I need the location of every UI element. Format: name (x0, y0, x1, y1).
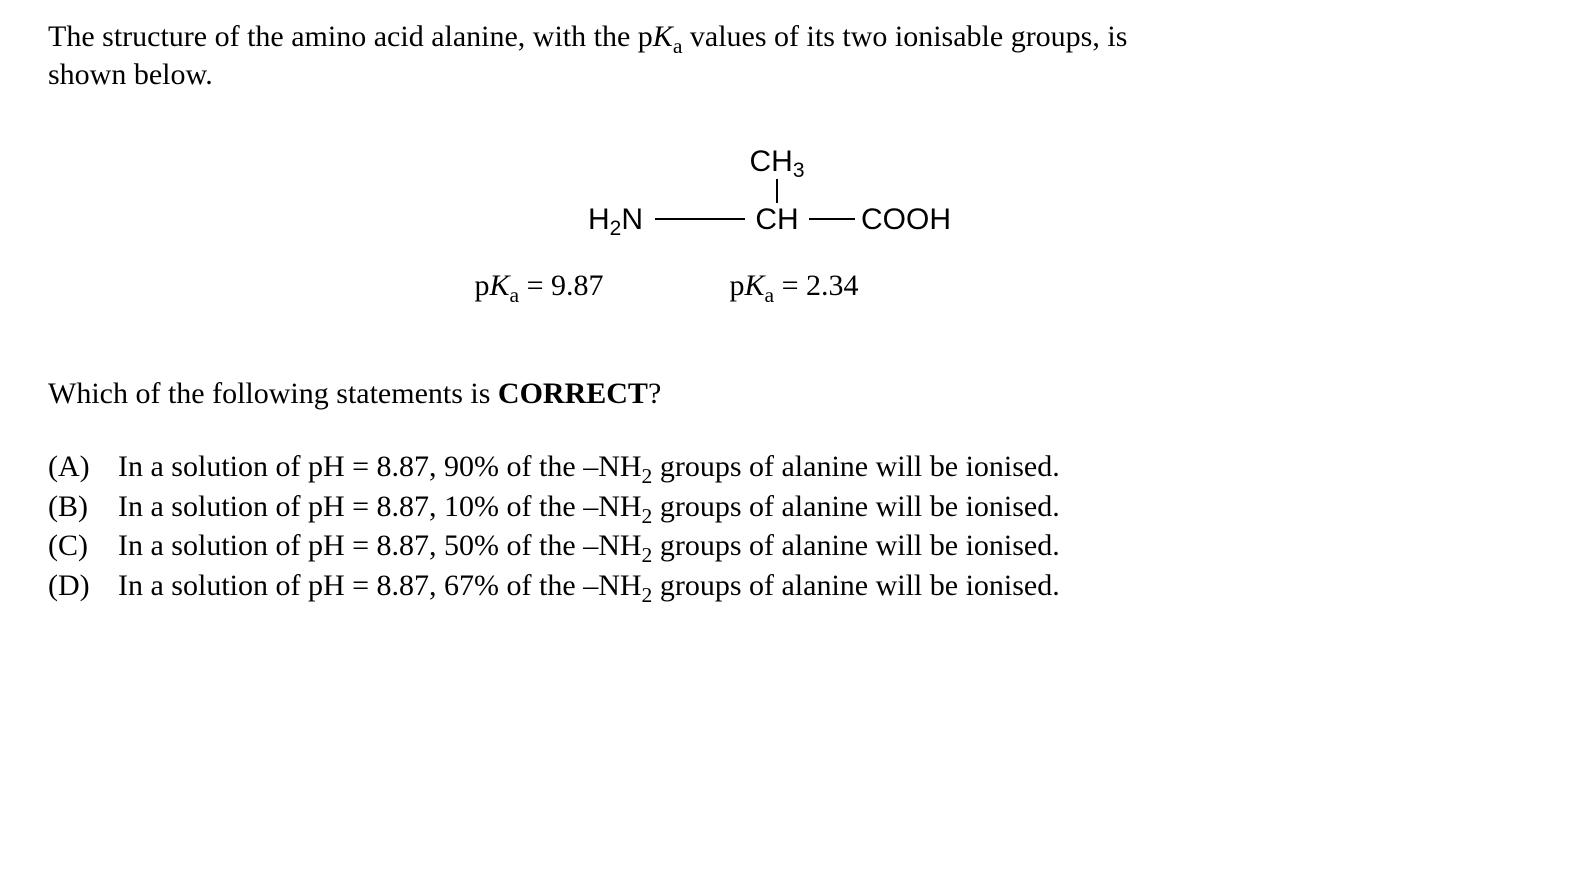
option-C-post: groups of alanine will be ionised. (652, 529, 1059, 562)
h2n-label: H2N (587, 203, 642, 240)
question-tail: ? (648, 377, 661, 410)
intro-line1-tail: values of its two ionisable groups, is (682, 20, 1127, 53)
option-A-text: In a solution of pH = 8.87, 90% of the –… (118, 448, 1521, 486)
option-B-label: (B) (48, 488, 118, 526)
option-C-pre: In a solution of pH = 8.87, 50% of the –… (118, 529, 642, 562)
ch3-label: CH3 (749, 145, 804, 182)
pka-left-val: = 9.87 (519, 269, 603, 302)
pka-left-a: a (510, 283, 520, 307)
option-D-label: (D) (48, 567, 118, 605)
cooh-label: COOH (861, 203, 951, 236)
pka-right-a: a (765, 283, 775, 307)
option-D-pre: In a solution of pH = 8.87, 67% of the –… (118, 569, 642, 602)
intro-K: K (653, 20, 673, 53)
option-C-text: In a solution of pH = 8.87, 50% of the –… (118, 527, 1521, 565)
intro-line2: shown below. (48, 58, 213, 91)
ch-label: CH (755, 203, 798, 236)
pka-left-p: p (475, 269, 490, 302)
question-bold: CORRECT (498, 377, 648, 410)
option-A-post: groups of alanine will be ionised. (652, 450, 1059, 483)
option-A-sub: 2 (642, 464, 653, 488)
options-list: (A) In a solution of pH = 8.87, 90% of t… (48, 448, 1521, 604)
pka-carboxyl: pKa = 2.34 (730, 267, 859, 305)
option-D-sub: 2 (642, 583, 653, 607)
intro-text: The structure of the amino acid alanine,… (48, 18, 1521, 93)
intro-a: a (673, 34, 683, 58)
intro-line1-part1: The structure of the amino acid alanine,… (48, 20, 653, 53)
option-C-label: (C) (48, 527, 118, 565)
option-B-pre: In a solution of pH = 8.87, 10% of the –… (118, 490, 642, 523)
pka-right-K: K (745, 269, 765, 302)
option-A-label: (A) (48, 448, 118, 486)
pka-left-K: K (490, 269, 510, 302)
question-text: Which of the following statements is COR… (48, 375, 1521, 413)
pka-right-val: = 2.34 (774, 269, 858, 302)
structure-svg: CH3 H2N CH COOH (555, 143, 1015, 263)
alanine-structure: CH3 H2N CH COOH pKa = 9.87 pKa = 2.34 (445, 143, 1125, 305)
option-B-text: In a solution of pH = 8.87, 10% of the –… (118, 488, 1521, 526)
option-D-text: In a solution of pH = 8.87, 67% of the –… (118, 567, 1521, 605)
option-D-post: groups of alanine will be ionised. (652, 569, 1059, 602)
option-B-sub: 2 (642, 504, 653, 528)
page: The structure of the amino acid alanine,… (0, 0, 1569, 869)
pka-row: pKa = 9.87 pKa = 2.34 (445, 267, 1125, 305)
pka-amine: pKa = 9.87 (475, 267, 604, 305)
option-B-post: groups of alanine will be ionised. (652, 490, 1059, 523)
question-lead: Which of the following statements is (48, 377, 498, 410)
pka-right-p: p (730, 269, 745, 302)
option-A-pre: In a solution of pH = 8.87, 90% of the –… (118, 450, 642, 483)
option-C-sub: 2 (642, 543, 653, 567)
